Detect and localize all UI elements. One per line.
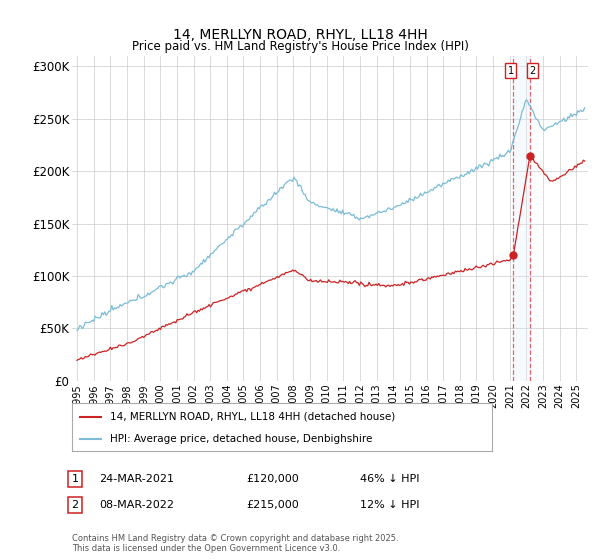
Text: Price paid vs. HM Land Registry's House Price Index (HPI): Price paid vs. HM Land Registry's House … [131,40,469,53]
Text: 2: 2 [529,66,536,76]
Text: 14, MERLLYN ROAD, RHYL, LL18 4HH: 14, MERLLYN ROAD, RHYL, LL18 4HH [173,28,427,42]
Bar [513,56,530,381]
Text: 2: 2 [71,500,79,510]
Text: 1: 1 [508,66,514,76]
Text: 46% ↓ HPI: 46% ↓ HPI [360,474,419,484]
Text: £215,000: £215,000 [246,500,299,510]
Text: 14, MERLLYN ROAD, RHYL, LL18 4HH (detached house): 14, MERLLYN ROAD, RHYL, LL18 4HH (detach… [110,412,395,422]
Text: Contains HM Land Registry data © Crown copyright and database right 2025.
This d: Contains HM Land Registry data © Crown c… [72,534,398,553]
Text: 1: 1 [71,474,79,484]
Text: 24-MAR-2021: 24-MAR-2021 [99,474,174,484]
Text: HPI: Average price, detached house, Denbighshire: HPI: Average price, detached house, Denb… [110,434,372,444]
Text: 12% ↓ HPI: 12% ↓ HPI [360,500,419,510]
Text: 08-MAR-2022: 08-MAR-2022 [99,500,174,510]
Text: £120,000: £120,000 [246,474,299,484]
